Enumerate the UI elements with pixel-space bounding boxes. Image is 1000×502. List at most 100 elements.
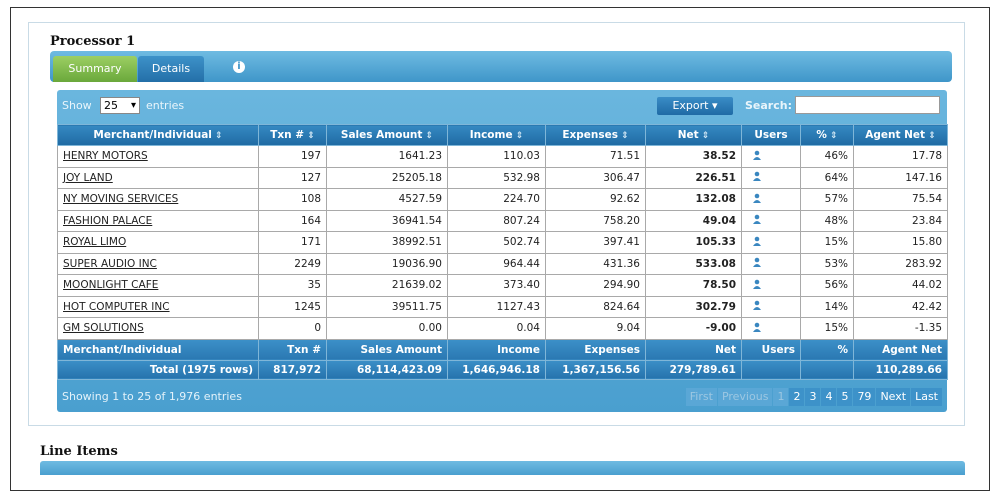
cell: 964.44: [447, 252, 546, 275]
column-header[interactable]: Income: [447, 124, 546, 146]
column-header[interactable]: %: [800, 124, 854, 146]
user-icon[interactable]: [752, 257, 762, 268]
footer-header: Txn #: [258, 338, 327, 361]
merchant-link[interactable]: FASHION PALACE: [63, 214, 153, 227]
footer-header: Agent Net: [853, 338, 948, 361]
total-cell: 1,367,156.56: [545, 359, 646, 380]
merchant-link[interactable]: HENRY MOTORS: [63, 150, 148, 163]
cell: [741, 274, 801, 297]
cell: 15%: [800, 317, 854, 340]
cell: 533.08: [645, 252, 742, 275]
cell: 1641.23: [326, 145, 448, 168]
footer-header-row: Merchant/Individual Txn # Sales Amount Inco…: [57, 338, 948, 361]
cell: 502.74: [447, 231, 546, 254]
page-button[interactable]: 79: [853, 388, 876, 406]
cell: HOT COMPUTER INC: [57, 295, 259, 318]
user-icon[interactable]: [752, 214, 762, 225]
search-label: Search:: [745, 99, 792, 112]
merchant-link[interactable]: JOY LAND: [63, 171, 113, 184]
merchant-link[interactable]: GM SOLUTIONS: [63, 322, 144, 335]
user-icon[interactable]: [752, 150, 762, 160]
cell: 56%: [800, 274, 854, 297]
user-icon[interactable]: [752, 236, 762, 246]
footer-header: Sales Amount: [326, 338, 448, 361]
info-icon[interactable]: i: [233, 61, 245, 73]
cell: 0: [258, 317, 327, 340]
merchant-link[interactable]: ROYAL LIMO: [63, 236, 127, 249]
page-button[interactable]: 4: [821, 388, 837, 406]
column-header[interactable]: Merchant/Individual: [57, 124, 259, 146]
page-button[interactable]: 5: [837, 388, 853, 406]
total-cell: [741, 359, 801, 380]
page-button[interactable]: Next: [876, 388, 911, 406]
merchant-link[interactable]: MOONLIGHT CAFE: [63, 279, 159, 292]
data-row: HOT COMPUTER INC 1245 39511.75 1127.43 824.6…: [57, 295, 948, 318]
cell: SUPER AUDIO INC: [57, 252, 259, 275]
cell: 164: [258, 209, 327, 232]
cell: 42.42: [853, 295, 948, 318]
user-icon[interactable]: [752, 300, 762, 311]
page-button[interactable]: 1: [773, 388, 789, 406]
page-button[interactable]: Previous: [717, 388, 773, 406]
total-cell: [800, 359, 854, 380]
cell: 44.02: [853, 274, 948, 297]
column-header[interactable]: Sales Amount: [326, 124, 448, 146]
page-button[interactable]: First: [685, 388, 717, 406]
page-button[interactable]: Last: [911, 388, 942, 406]
cell: 224.70: [447, 188, 546, 211]
total-cell: 279,789.61: [645, 359, 742, 380]
cell: [741, 317, 801, 340]
data-row: FASHION PALACE 164 36941.54 807.24 758.20 49.…: [57, 209, 948, 232]
total-row: Total (1975 rows) 817,972 68,114,423.09 1,6…: [57, 359, 948, 380]
export-button[interactable]: Export ▾: [657, 97, 733, 115]
cell: 21639.02: [326, 274, 448, 297]
cell: 147.16: [853, 166, 948, 189]
column-header[interactable]: Txn #: [258, 124, 327, 146]
cell: FASHION PALACE: [57, 209, 259, 232]
user-icon[interactable]: [752, 322, 762, 332]
cell: 226.51: [645, 166, 742, 189]
merchant-link[interactable]: NY MOVING SERVICES: [63, 193, 179, 206]
cell: 57%: [800, 188, 854, 211]
entries-label: entries: [146, 99, 185, 112]
cell: MOONLIGHT CAFE: [57, 274, 259, 297]
total-cell: 110,289.66: [853, 359, 948, 380]
tab[interactable]: Details: [138, 56, 204, 82]
cell: 9.04: [545, 317, 646, 340]
frame: [10, 7, 990, 491]
column-header[interactable]: Agent Net: [853, 124, 948, 146]
cell: 105.33: [645, 231, 742, 254]
tab[interactable]: Summary: [53, 56, 137, 82]
section-title: Line Items: [40, 444, 118, 459]
cell: 46%: [800, 145, 854, 168]
cell: 302.79: [645, 295, 742, 318]
page-button[interactable]: 2: [789, 388, 805, 406]
column-header: Users: [741, 124, 801, 146]
column-header[interactable]: Expenses: [545, 124, 646, 146]
page-size-select[interactable]: 25: [100, 97, 140, 114]
user-icon[interactable]: [752, 171, 762, 182]
cell: [741, 188, 801, 211]
cell: JOY LAND: [57, 166, 259, 189]
search-input[interactable]: [795, 96, 940, 114]
column-header[interactable]: Net: [645, 124, 742, 146]
merchant-link[interactable]: HOT COMPUTER INC: [63, 300, 170, 313]
cell: 108: [258, 188, 327, 211]
cell: 48%: [800, 209, 854, 232]
user-icon[interactable]: [752, 279, 762, 289]
cell: 283.92: [853, 252, 948, 275]
total-cell: 1,646,946.18: [447, 359, 546, 380]
cell: 38.52: [645, 145, 742, 168]
footer-header: Users: [741, 338, 801, 361]
cell: 4527.59: [326, 188, 448, 211]
user-icon[interactable]: [752, 193, 762, 203]
cell: 171: [258, 231, 327, 254]
cell: 75.54: [853, 188, 948, 211]
page-button[interactable]: 3: [805, 388, 821, 406]
merchant-link[interactable]: SUPER AUDIO INC: [63, 257, 157, 270]
section-bar: [40, 461, 965, 475]
cell: 38992.51: [326, 231, 448, 254]
panel-title: Processor 1: [50, 34, 136, 49]
